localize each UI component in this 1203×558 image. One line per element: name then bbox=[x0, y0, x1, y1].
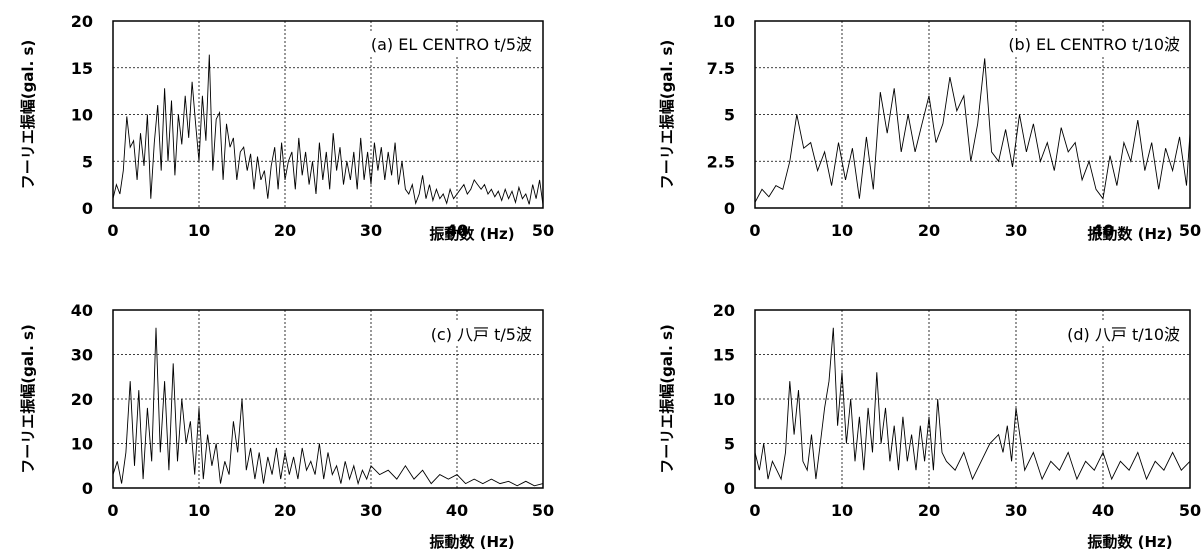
y-tick-label: 20 bbox=[71, 390, 93, 409]
x-tick-label: 20 bbox=[918, 501, 940, 520]
x-tick-label: 30 bbox=[360, 501, 382, 520]
y-tick-label: 20 bbox=[713, 301, 735, 320]
x-tick-label: 30 bbox=[1005, 501, 1027, 520]
y-tick-label: 15 bbox=[713, 346, 735, 365]
x-tick-label: 30 bbox=[1005, 221, 1027, 240]
fourier-amplitude-series-line bbox=[112, 327, 544, 487]
y-tick-label: 10 bbox=[713, 390, 735, 409]
x-tick-label: 10 bbox=[188, 501, 210, 520]
x-tick-label: 0 bbox=[749, 501, 760, 520]
x-axis-label: 振動数 (Hz) bbox=[429, 225, 514, 243]
y-tick-label: 40 bbox=[71, 301, 93, 320]
x-tick-label: 50 bbox=[1179, 501, 1201, 520]
x-axis-label: 振動数 (Hz) bbox=[429, 533, 514, 551]
x-tick-label: 10 bbox=[831, 501, 853, 520]
x-tick-label: 40 bbox=[1092, 221, 1114, 240]
x-tick-label: 0 bbox=[107, 501, 118, 520]
x-tick-label: 10 bbox=[188, 221, 210, 240]
y-axis-label: フーリエ振幅(gal. s) bbox=[658, 40, 676, 190]
y-axis-label: フーリエ振幅(gal. s) bbox=[19, 40, 37, 190]
y-tick-label: 2.5 bbox=[707, 152, 735, 171]
y-tick-label: 0 bbox=[82, 479, 93, 498]
x-tick-label: 20 bbox=[274, 501, 296, 520]
fourier-amplitude-series-line bbox=[112, 54, 544, 206]
y-tick-label: 10 bbox=[713, 12, 735, 31]
y-tick-label: 7.5 bbox=[707, 59, 735, 78]
plot-frame bbox=[112, 309, 544, 489]
x-tick-label: 40 bbox=[446, 501, 468, 520]
panel-annotation: (a) EL CENTRO t/5波 bbox=[371, 35, 532, 54]
x-tick-label: 50 bbox=[532, 221, 554, 240]
panel-b-el-centro-t10: 0 10 20 30 40 50 0 2.5 5 7.5 10 (b) EL CENTRO t/10波… bbox=[658, 12, 1201, 243]
x-tick-label: 0 bbox=[107, 221, 118, 240]
x-tick-label: 50 bbox=[532, 501, 554, 520]
y-tick-label: 10 bbox=[71, 106, 93, 125]
fourier-amplitude-series-line bbox=[754, 58, 1191, 203]
y-tick-label: 20 bbox=[71, 12, 93, 31]
y-tick-label: 0 bbox=[724, 479, 735, 498]
fourier-amplitude-series-line bbox=[754, 327, 1191, 481]
annotation-background bbox=[426, 322, 536, 346]
y-axis-label: フーリエ振幅(gal. s) bbox=[19, 324, 37, 474]
y-tick-label: 15 bbox=[71, 59, 93, 78]
x-tick-label: 20 bbox=[918, 221, 940, 240]
x-tick-label: 20 bbox=[274, 221, 296, 240]
x-tick-label: 30 bbox=[360, 221, 382, 240]
panel-annotation: (c) 八戸 t/5波 bbox=[431, 325, 532, 344]
y-axis-label: フーリエ振幅(gal. s) bbox=[658, 324, 676, 474]
y-tick-label: 30 bbox=[71, 346, 93, 365]
x-axis-label: 振動数 (Hz) bbox=[1087, 533, 1172, 551]
annotation-background bbox=[1063, 322, 1184, 346]
panel-annotation: (d) 八戸 t/10波 bbox=[1067, 325, 1180, 344]
y-tick-label: 10 bbox=[71, 435, 93, 454]
plot-frame bbox=[754, 20, 1191, 209]
y-tick-label: 0 bbox=[82, 199, 93, 218]
x-axis-label: 振動数 (Hz) bbox=[1087, 225, 1172, 243]
panel-a-el-centro-t5: 0 10 20 30 40 50 0 5 10 15 20 (a) EL CENTRO t/5波振動数… bbox=[19, 12, 554, 243]
x-tick-label: 40 bbox=[446, 221, 468, 240]
y-tick-label: 0 bbox=[724, 199, 735, 218]
y-tick-label: 5 bbox=[724, 435, 735, 454]
x-tick-label: 10 bbox=[831, 221, 853, 240]
x-tick-label: 40 bbox=[1092, 501, 1114, 520]
x-tick-label: 0 bbox=[749, 221, 760, 240]
y-tick-label: 5 bbox=[724, 106, 735, 125]
plot-frame bbox=[112, 20, 544, 209]
x-tick-label: 50 bbox=[1179, 221, 1201, 240]
y-tick-label: 5 bbox=[82, 152, 93, 171]
annotation-background bbox=[1004, 32, 1184, 56]
plot-frame bbox=[754, 309, 1191, 489]
annotation-background bbox=[366, 32, 536, 56]
panel-annotation: (b) EL CENTRO t/10波 bbox=[1008, 35, 1180, 54]
